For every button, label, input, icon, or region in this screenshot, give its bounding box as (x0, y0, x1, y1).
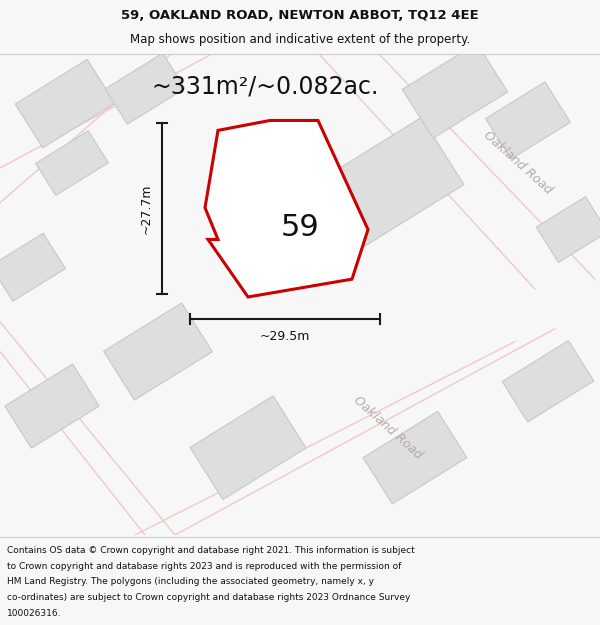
Polygon shape (35, 131, 109, 196)
Polygon shape (190, 396, 306, 499)
Polygon shape (205, 121, 368, 297)
Text: to Crown copyright and database rights 2023 and is reproduced with the permissio: to Crown copyright and database rights 2… (7, 561, 401, 571)
Text: 100026316.: 100026316. (7, 609, 62, 618)
Text: ~331m²/~0.082ac.: ~331m²/~0.082ac. (151, 75, 379, 99)
Polygon shape (296, 118, 464, 262)
Polygon shape (0, 233, 65, 301)
Text: ~29.5m: ~29.5m (260, 330, 310, 343)
Text: co-ordinates) are subject to Crown copyright and database rights 2023 Ordnance S: co-ordinates) are subject to Crown copyr… (7, 593, 410, 602)
Polygon shape (104, 303, 212, 400)
Polygon shape (5, 364, 99, 448)
Polygon shape (403, 43, 508, 138)
Polygon shape (502, 341, 594, 422)
Polygon shape (105, 53, 185, 124)
Polygon shape (363, 411, 467, 504)
Text: 59, OAKLAND ROAD, NEWTON ABBOT, TQ12 4EE: 59, OAKLAND ROAD, NEWTON ABBOT, TQ12 4EE (121, 9, 479, 22)
Text: Oakland Road: Oakland Road (351, 394, 425, 462)
Text: Contains OS data © Crown copyright and database right 2021. This information is : Contains OS data © Crown copyright and d… (7, 546, 415, 555)
Polygon shape (485, 82, 571, 159)
Text: 59: 59 (281, 213, 319, 242)
Text: HM Land Registry. The polygons (including the associated geometry, namely x, y: HM Land Registry. The polygons (includin… (7, 578, 374, 586)
Text: ~27.7m: ~27.7m (139, 184, 152, 234)
Text: Oakland Road: Oakland Road (481, 129, 555, 197)
Polygon shape (15, 59, 115, 148)
Polygon shape (536, 197, 600, 262)
Text: Map shows position and indicative extent of the property.: Map shows position and indicative extent… (130, 33, 470, 46)
